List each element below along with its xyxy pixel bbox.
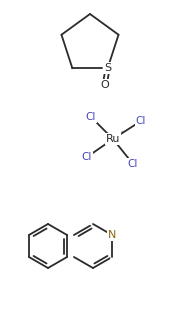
Text: Cl: Cl <box>128 159 138 169</box>
Text: Cl: Cl <box>136 116 146 126</box>
Text: ––: –– <box>121 129 127 134</box>
Text: Ru: Ru <box>106 134 120 144</box>
Text: Cl: Cl <box>82 152 92 162</box>
Text: S: S <box>104 63 111 73</box>
Text: O: O <box>100 80 109 90</box>
Text: N: N <box>108 230 116 240</box>
Text: Cl: Cl <box>86 112 96 122</box>
